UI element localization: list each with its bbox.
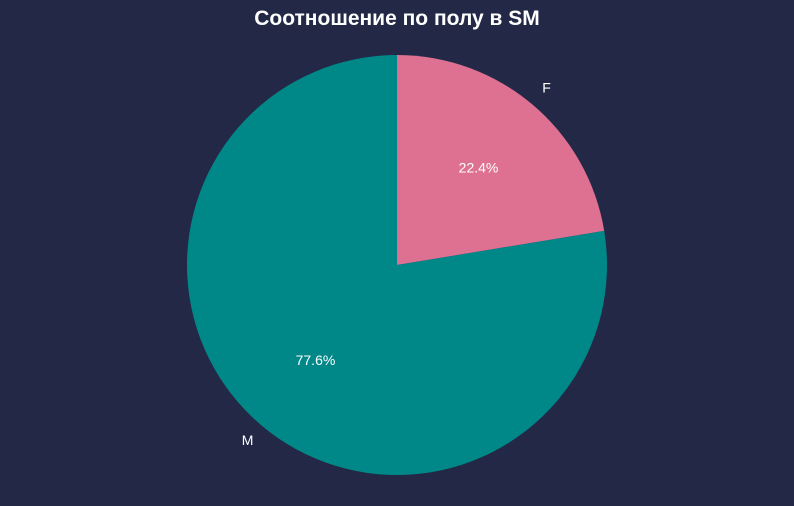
slice-percent-f: 22.4% (459, 160, 499, 176)
slice-percent-m: 77.6% (296, 352, 336, 368)
pie-slice-f (397, 55, 605, 265)
chart-title: Соотношение по полу в SM (254, 7, 540, 30)
slice-label-f: F (542, 80, 551, 96)
slice-label-m: M (242, 432, 254, 448)
pie-slice-m (187, 55, 607, 475)
